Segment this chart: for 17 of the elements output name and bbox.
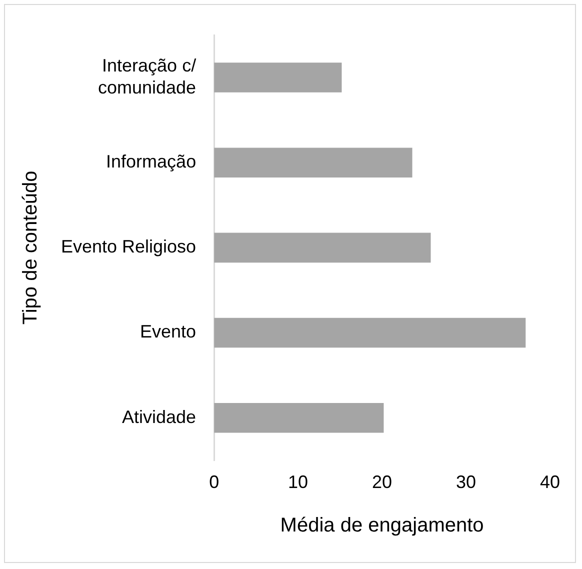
y-axis-title: Tipo de conteúdo (20, 170, 42, 325)
y-tick-label: Evento (140, 322, 196, 342)
bar (214, 62, 342, 92)
y-tick-label: Interação c/ comunidade (98, 56, 196, 98)
x-tick-label: 20 (372, 472, 392, 492)
bar (214, 402, 384, 433)
y-tick-label: Informação (106, 152, 196, 172)
bar (214, 148, 412, 178)
x-tick-label: 30 (456, 472, 476, 492)
x-tick-label: 10 (288, 472, 308, 492)
bar (214, 318, 526, 348)
x-axis-title: Média de engajamento (280, 514, 484, 537)
y-tick-label: Atividade (122, 406, 196, 427)
x-tick-label: 0 (209, 472, 220, 492)
x-tick-label: 40 (540, 472, 560, 492)
y-tick-label: Evento Religioso (60, 236, 196, 257)
bar (214, 232, 431, 263)
